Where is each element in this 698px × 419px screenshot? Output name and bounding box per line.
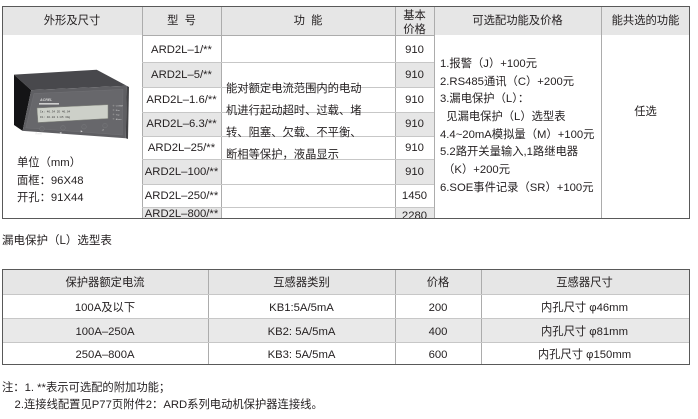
svg-text:Reset: Reset <box>36 133 43 136</box>
svg-text:Ib: 46.04 1:05 39g: Ib: 46.04 1:05 39g <box>40 115 71 119</box>
svg-text:COMM: COMM <box>116 106 123 108</box>
svg-text:Alarm: Alarm <box>116 118 122 121</box>
svg-text:Ia: 46.34 2D 46.04: Ia: 46.34 2D 46.04 <box>40 110 71 113</box>
svg-text:ACREL: ACREL <box>39 98 52 102</box>
